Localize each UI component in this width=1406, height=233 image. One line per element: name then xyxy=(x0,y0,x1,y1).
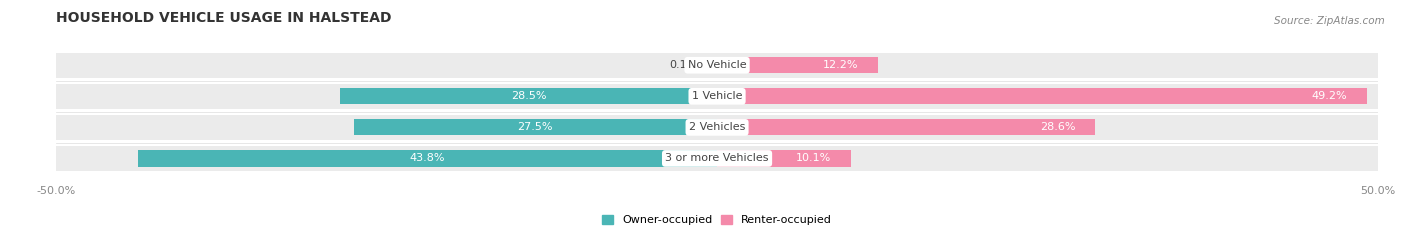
Bar xyxy=(717,88,1367,104)
Text: 12.2%: 12.2% xyxy=(823,60,859,70)
Bar xyxy=(56,53,1378,78)
Text: 28.5%: 28.5% xyxy=(510,91,547,101)
Bar xyxy=(56,84,1378,109)
Text: 3 or more Vehicles: 3 or more Vehicles xyxy=(665,154,769,163)
Text: 43.8%: 43.8% xyxy=(411,154,446,163)
Bar xyxy=(138,150,717,167)
Text: Source: ZipAtlas.com: Source: ZipAtlas.com xyxy=(1274,16,1385,26)
Bar xyxy=(717,150,851,167)
Text: 0.17%: 0.17% xyxy=(669,60,704,70)
Text: 1 Vehicle: 1 Vehicle xyxy=(692,91,742,101)
Bar xyxy=(56,115,1378,140)
Bar xyxy=(340,88,717,104)
Text: 10.1%: 10.1% xyxy=(796,154,831,163)
Text: 2 Vehicles: 2 Vehicles xyxy=(689,122,745,132)
Text: No Vehicle: No Vehicle xyxy=(688,60,747,70)
Bar xyxy=(717,57,879,73)
Bar xyxy=(56,146,1378,171)
Text: 27.5%: 27.5% xyxy=(517,122,553,132)
Bar xyxy=(714,57,717,73)
Text: 49.2%: 49.2% xyxy=(1312,91,1347,101)
Bar xyxy=(354,119,717,135)
Text: 28.6%: 28.6% xyxy=(1039,122,1076,132)
Legend: Owner-occupied, Renter-occupied: Owner-occupied, Renter-occupied xyxy=(602,215,832,225)
Bar xyxy=(717,119,1095,135)
Text: HOUSEHOLD VEHICLE USAGE IN HALSTEAD: HOUSEHOLD VEHICLE USAGE IN HALSTEAD xyxy=(56,11,392,25)
